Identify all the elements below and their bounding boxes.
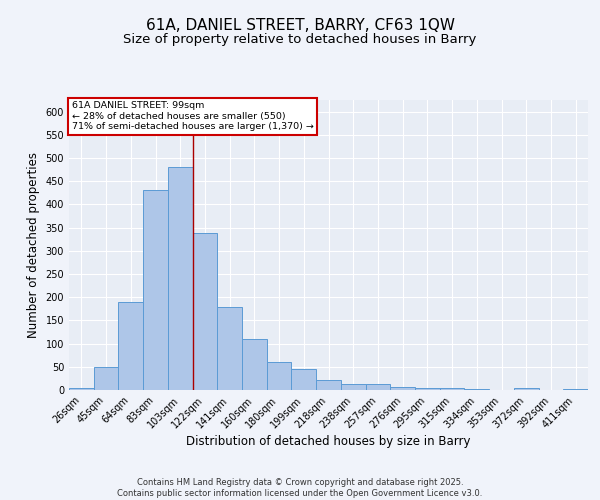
Bar: [292, 369, 316, 390]
Bar: [341, 384, 365, 390]
Bar: [94, 367, 118, 390]
Bar: [193, 233, 217, 390]
Text: 61A DANIEL STREET: 99sqm
← 28% of detached houses are smaller (550)
71% of semi-: 61A DANIEL STREET: 99sqm ← 28% of detach…: [71, 102, 313, 132]
Bar: [390, 387, 415, 390]
Y-axis label: Number of detached properties: Number of detached properties: [27, 152, 40, 338]
Text: Size of property relative to detached houses in Barry: Size of property relative to detached ho…: [124, 32, 476, 46]
Text: Contains HM Land Registry data © Crown copyright and database right 2025.
Contai: Contains HM Land Registry data © Crown c…: [118, 478, 482, 498]
X-axis label: Distribution of detached houses by size in Barry: Distribution of detached houses by size …: [186, 436, 471, 448]
Bar: [143, 190, 168, 390]
Bar: [118, 302, 143, 390]
Bar: [168, 168, 193, 390]
Bar: [69, 388, 94, 390]
Bar: [464, 389, 489, 390]
Bar: [217, 308, 242, 390]
Bar: [514, 388, 539, 390]
Bar: [440, 388, 464, 390]
Bar: [267, 362, 292, 390]
Bar: [415, 388, 440, 390]
Bar: [242, 339, 267, 390]
Bar: [316, 380, 341, 390]
Bar: [563, 388, 588, 390]
Bar: [365, 384, 390, 390]
Text: 61A, DANIEL STREET, BARRY, CF63 1QW: 61A, DANIEL STREET, BARRY, CF63 1QW: [146, 18, 455, 32]
